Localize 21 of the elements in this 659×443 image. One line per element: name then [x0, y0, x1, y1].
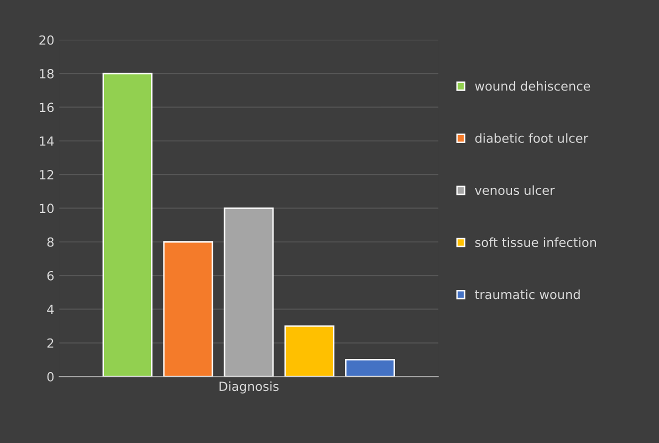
- y-tick-label: 16: [40, 102, 54, 112]
- y-tick-label: 20: [39, 35, 54, 45]
- y-tick-label: 10: [40, 204, 54, 214]
- legend-label: traumatic wound: [474, 290, 580, 300]
- x-tick-label: Diagnosis: [220, 381, 279, 394]
- y-tick-label: 4: [47, 304, 54, 314]
- y-tick-label: 14: [40, 136, 54, 146]
- legend-label: wound dehiscence: [475, 81, 590, 91]
- y-tick-label: 12: [40, 170, 54, 180]
- bar: [345, 359, 395, 377]
- bar: [102, 72, 152, 377]
- y-tick-label: 8: [47, 237, 54, 247]
- y-tick-label: 0: [47, 372, 54, 382]
- legend-label: soft tissue infection: [475, 237, 596, 248]
- legend-label: diabetic foot ulcer: [475, 133, 588, 143]
- y-tick-label: 6: [47, 271, 54, 280]
- bar: [163, 241, 214, 377]
- bar: [284, 325, 334, 377]
- y-tick-label: 2: [47, 338, 54, 348]
- legend-label: venous ulcer: [474, 185, 555, 196]
- y-tick-label: 18: [40, 69, 54, 78]
